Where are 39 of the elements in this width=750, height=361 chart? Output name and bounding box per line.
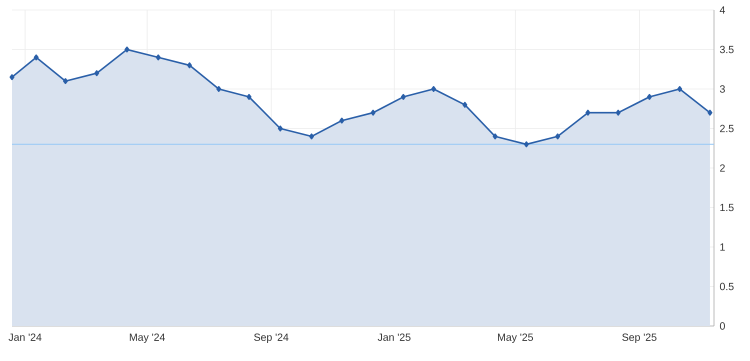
point: [63, 78, 68, 84]
point: [708, 110, 712, 116]
y-tick-label: 4: [720, 6, 726, 14]
y-tick-label: 3.5: [720, 46, 734, 54]
y-tick-label: 1.5: [720, 204, 734, 212]
point: [555, 133, 560, 140]
point: [10, 74, 14, 80]
point: [585, 110, 590, 116]
point: [647, 94, 652, 100]
x-tick-label: Jan '24: [8, 334, 42, 341]
point: [492, 133, 498, 140]
x-tick-label: May '24: [130, 334, 165, 343]
x-tick-label: May '25: [498, 334, 534, 343]
point: [370, 110, 376, 116]
y-tick-label: 3: [720, 85, 725, 93]
x-tick-label: Sep '24: [254, 334, 288, 343]
point: [246, 94, 252, 100]
y-tick-label: 0: [720, 322, 725, 330]
point: [187, 62, 192, 68]
point: [94, 70, 100, 76]
point: [278, 126, 283, 132]
point: [431, 86, 436, 92]
y-tick-label: 2.5: [720, 124, 734, 132]
point: [400, 94, 406, 100]
x-tick-label: Sep '25: [622, 334, 656, 343]
point: [462, 102, 468, 108]
point: [124, 46, 130, 52]
point: [339, 118, 344, 124]
point: [524, 141, 529, 148]
y-tick-label: 0.5: [720, 282, 734, 290]
point: [216, 86, 222, 92]
point: [616, 110, 621, 116]
point: [677, 86, 682, 92]
point: [309, 133, 314, 140]
y-tick-label: 2: [720, 164, 725, 172]
point: [156, 54, 161, 60]
point: [34, 54, 39, 60]
x-tick-label: Jan '25: [378, 334, 411, 341]
y-tick-label: 1: [720, 243, 725, 251]
